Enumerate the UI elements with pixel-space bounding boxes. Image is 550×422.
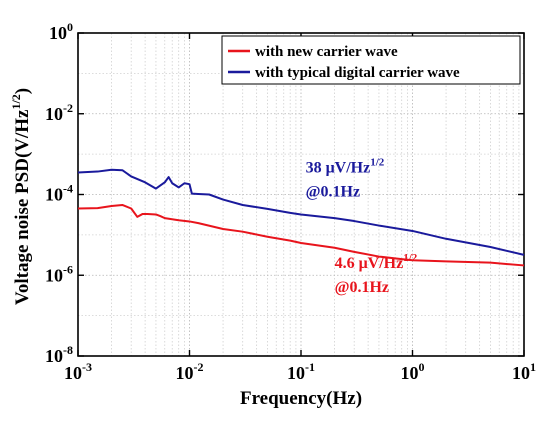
y-tick-label: 10-4 <box>45 182 73 205</box>
series-lines <box>77 168 525 267</box>
y-tick-label: 10-8 <box>45 343 73 366</box>
x-tick-label: 101 <box>512 360 536 383</box>
x-tick-label: 10-1 <box>287 360 315 383</box>
legend: with new carrier wave with typical digit… <box>221 35 521 85</box>
series-line-typical-carrier <box>77 168 525 256</box>
x-tick-label: 10-3 <box>64 360 92 383</box>
y-tick-label: 10-6 <box>45 262 73 285</box>
legend-entry-typical-carrier: with typical digital carrier wave <box>255 65 460 81</box>
annotation-new-value: 4.6 μV/Hz1/2 @0.1Hz <box>335 252 418 296</box>
x-axis-label: Frequency(Hz) <box>240 388 362 409</box>
annotation-new-value-text: 4.6 μV/Hz1/2 <box>335 252 418 272</box>
legend-entry-new-carrier: with new carrier wave <box>255 44 398 60</box>
legend-box <box>221 35 521 85</box>
annotation-new-frequency: @0.1Hz <box>335 279 389 296</box>
axis-ticks: 10-3 10-2 10-1 100 101 10-8 10-6 10-4 10-2 100 <box>45 20 536 383</box>
x-tick-label: 10-2 <box>176 360 204 383</box>
annotation-typical-frequency: @0.1Hz <box>306 184 360 201</box>
annotation-typical-value: 38 μV/Hz1/2 @0.1Hz <box>306 157 385 201</box>
series-line-new-carrier <box>77 203 525 267</box>
annotation-typical-value-text: 38 μV/Hz1/2 <box>306 157 385 177</box>
y-tick-label: 100 <box>49 20 73 43</box>
y-tick-label: 10-2 <box>45 101 73 124</box>
x-tick-label: 100 <box>401 360 425 383</box>
y-axis-label: Voltage noise PSD(V/Hz1/2) <box>9 88 33 305</box>
